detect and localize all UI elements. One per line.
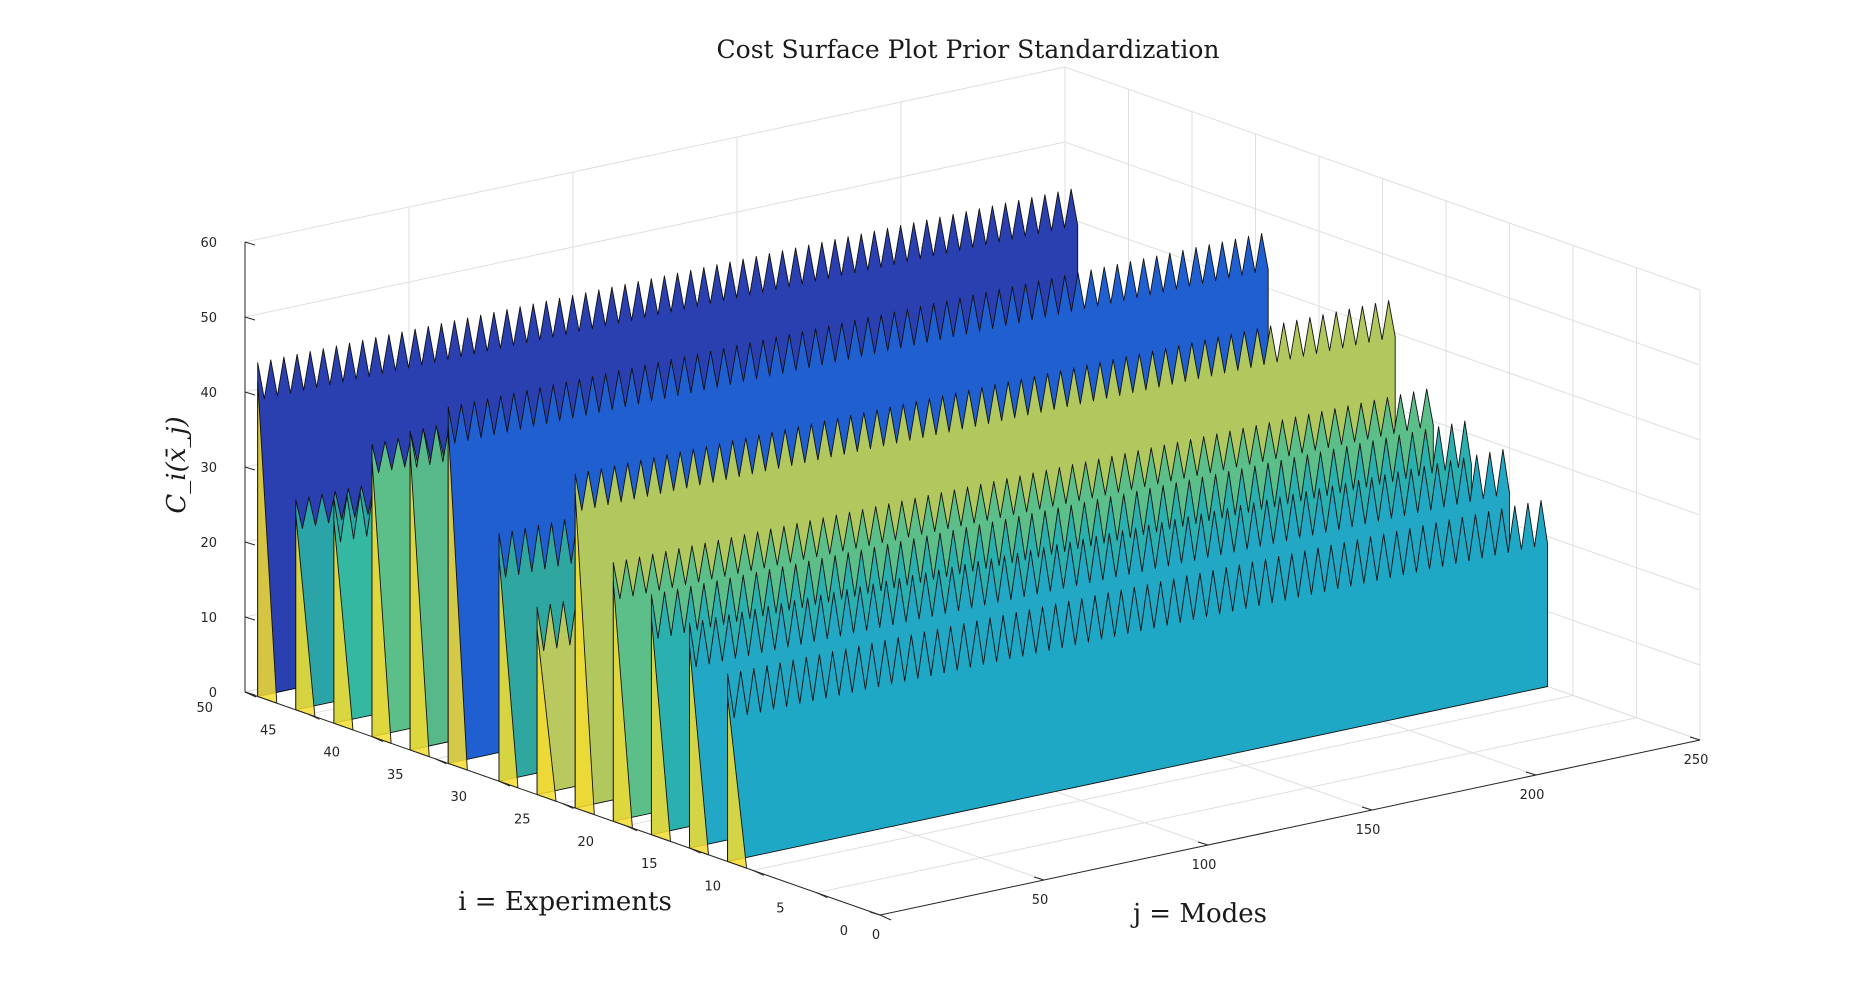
x-tick-label: 250 [1684,753,1709,768]
x-tick-mark [1361,806,1373,811]
x-tick-label: 50 [1032,893,1049,908]
z-tick-label: 50 [200,311,217,326]
z-tick-mark [244,316,256,321]
y-tick-mark [308,713,320,720]
y-tick-mark [879,914,892,921]
y-tick-mark [625,825,638,832]
y-tick-mark [498,780,511,787]
x-tick-mark [869,911,881,916]
tick-labels: 0501001502002500510152025303540455001020… [196,236,1708,943]
z-axis-label: C_i(x̄_j) [162,416,192,513]
y-tick-label: 35 [387,768,404,783]
x-axis-line [879,739,1701,916]
z-tick-mark [244,466,256,471]
y-tick-label: 50 [196,701,213,716]
x-tick-mark [1033,876,1045,881]
y-tick-label: 25 [514,813,531,828]
x-tick-label: 200 [1520,788,1545,803]
ridge-face [727,499,1549,862]
z-tick-mark [244,541,256,546]
z-tick-mark [244,616,256,621]
x-tick-mark [1525,771,1537,776]
z-tick-label: 10 [200,611,217,626]
z-tick-mark [244,691,256,696]
y-tick-mark [435,758,447,765]
y-axis-label: i = Experiments [458,887,672,917]
x-tick-label: 150 [1356,823,1381,838]
y-tick-mark [816,892,828,899]
ridge-group [727,499,1549,869]
y-tick-label: 10 [704,879,721,894]
surface-layer [257,188,1549,869]
y-tick-label: 20 [577,835,594,850]
x-tick-mark [1689,736,1701,741]
chart-title: Cost Surface Plot Prior Standardization [717,35,1220,64]
y-tick-label: 40 [323,746,340,761]
x-tick-label: 0 [872,928,880,943]
z-tick-label: 20 [200,536,217,551]
y-tick-mark [562,803,574,809]
y-tick-label: 5 [776,902,784,917]
y-gridline-floor [816,717,1637,894]
y-tick-mark [752,869,765,876]
z-tick-label: 40 [200,386,217,401]
y-tick-label: 30 [450,790,467,805]
z-tick-label: 0 [209,686,217,701]
x-tick-label: 100 [1192,858,1217,873]
y-tick-label: 15 [641,857,658,872]
z-tick-mark [244,391,256,396]
z-tick-label: 30 [200,461,217,476]
y-gridline-floor [752,694,1574,871]
y-tick-label: 0 [840,924,848,939]
y-tick-mark [689,847,701,854]
axis-layer [244,241,1701,921]
x-tick-mark [1197,841,1209,846]
x-axis-label: j = Modes [1130,899,1267,929]
z-tick-label: 60 [200,236,217,251]
y-tick-mark [371,736,384,743]
y-tick-label: 45 [260,723,277,738]
z-tick-mark [244,241,256,246]
